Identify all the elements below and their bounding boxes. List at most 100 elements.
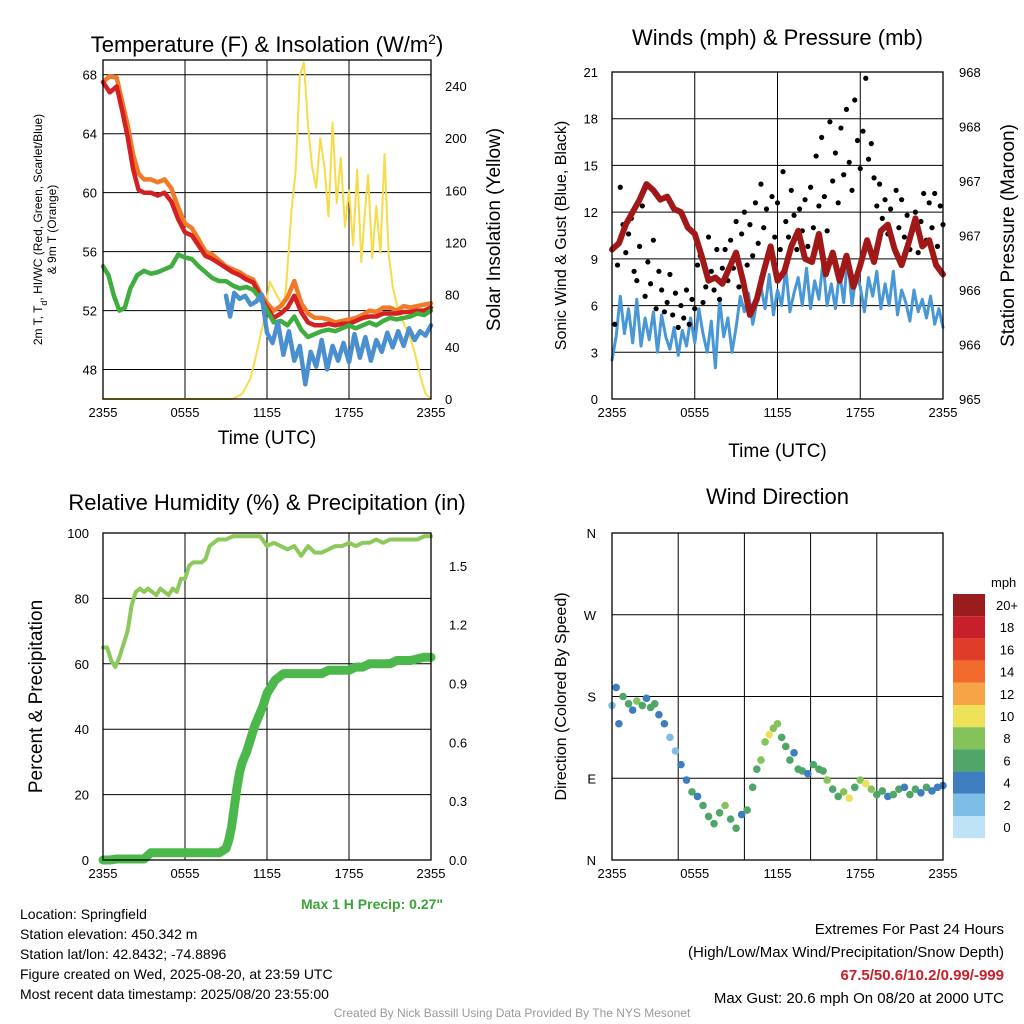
y-axis-label-line2: & 9m T (Orange)	[45, 185, 59, 275]
y-tick-label: 6	[591, 299, 598, 314]
gust-point	[623, 250, 629, 256]
x-tick-label: 1155	[253, 866, 281, 881]
legend-label: 0	[1003, 820, 1010, 835]
x-tick-label: 1155	[764, 405, 792, 420]
plot-border	[611, 532, 944, 861]
gust-point	[758, 181, 764, 187]
y-axis-label: Percent & Precipitation	[26, 600, 47, 793]
gust-point	[705, 234, 712, 240]
gust-point	[642, 293, 648, 299]
legend-swatch	[953, 816, 985, 839]
chart-title: Winds (mph) & Pressure (mb)	[632, 25, 923, 50]
gust-point	[678, 302, 684, 309]
x-tick-label: 2355	[89, 405, 118, 420]
legend-label: 8	[1003, 731, 1010, 746]
wind-direction-point	[761, 738, 769, 746]
gust-point	[774, 200, 781, 206]
gust-point	[863, 75, 869, 81]
x-tick-label: 1755	[335, 405, 364, 420]
y2-tick-label: 120	[445, 236, 467, 251]
wind-direction-point	[715, 808, 724, 817]
y2-axis-label: Station Pressure (Maroon)	[998, 124, 1019, 347]
gust-point	[625, 231, 632, 237]
gust-point	[733, 218, 739, 225]
gust-point	[932, 190, 938, 197]
gust-point	[871, 175, 877, 181]
plot-border	[611, 71, 944, 400]
gust-point	[703, 284, 709, 290]
recent-text: Most recent data timestamp: 2025/08/20 2…	[20, 986, 329, 1002]
gust-point	[645, 259, 651, 265]
gust-point	[664, 299, 670, 306]
gust-point	[780, 169, 786, 175]
y2-axis-label: Solar Insolation (Yellow)	[484, 128, 505, 331]
temperature-panel: 48 52 56 60 64 68 0 40 80 120 160 200 240 2355 0555 115…	[31, 31, 505, 449]
y-tick-label: 0	[591, 392, 598, 407]
wind-direction-point	[911, 785, 920, 793]
legend-swatch	[953, 771, 985, 794]
gust-point	[694, 262, 701, 268]
extremes-title: Extremes For Past 24 Hours	[814, 921, 1004, 938]
gust-point	[827, 119, 833, 125]
gust-point	[634, 278, 640, 284]
plot-border	[102, 532, 432, 861]
y2-tick-label: 965	[959, 392, 981, 407]
gust-point	[683, 287, 690, 293]
gust-point	[860, 128, 866, 134]
gust-point	[675, 324, 681, 330]
chart-title: Wind Direction	[706, 484, 849, 509]
wind-direction-point	[671, 747, 680, 755]
gust-point	[835, 200, 841, 206]
wind-direction-point	[743, 806, 751, 814]
gust-point	[843, 106, 850, 112]
gust-point	[689, 296, 695, 302]
y2-tick-label: 968	[959, 65, 981, 80]
gust-point	[653, 306, 659, 312]
gust-point	[722, 246, 728, 253]
wind-direction-point	[845, 794, 854, 803]
gust-point	[899, 197, 905, 203]
x-tick-label: 2355	[89, 866, 118, 881]
gust-point	[672, 290, 679, 296]
legend-swatch	[953, 727, 985, 750]
y-tick-label: 12	[584, 205, 598, 220]
y-axis-label-subscript: d	[39, 301, 49, 306]
y2-tick-label: 160	[445, 183, 467, 198]
gust-point	[921, 190, 927, 197]
y-tick-label: 3	[591, 345, 598, 360]
x-tick-label: 2355	[598, 405, 627, 420]
wind-direction-point	[861, 779, 870, 788]
gust-point	[830, 178, 836, 184]
y-tick-label: N	[587, 526, 596, 541]
gust-point	[824, 228, 830, 234]
y-tick-label: 0	[82, 853, 89, 868]
gust-point	[650, 237, 656, 243]
legend-label: 6	[1003, 753, 1010, 768]
gust-point	[667, 271, 673, 278]
temperature-series-line	[223, 290, 434, 387]
x-tick-label: 1155	[764, 866, 792, 881]
wind-direction-point	[693, 792, 702, 801]
station-info: Location: Springfield Station elevation:…	[20, 904, 333, 1004]
gust-point	[874, 203, 880, 209]
gust-point	[769, 193, 775, 200]
gust-point	[816, 203, 822, 209]
gust-point	[636, 243, 643, 249]
wind-direction-point	[710, 819, 718, 828]
y-axis-label-part: 2m T, T	[31, 305, 45, 345]
y-axis-label: Direction (Colored By Speed)	[553, 592, 570, 800]
gust-point	[865, 156, 872, 162]
gust-point	[857, 165, 863, 172]
legend-swatch	[953, 749, 985, 772]
wind-direction-point	[809, 760, 818, 769]
wind-direction-point	[624, 699, 633, 708]
gust-point	[739, 231, 745, 237]
wind-direction-point	[928, 787, 936, 795]
x-axis-label: Time (UTC)	[728, 441, 827, 462]
wind-direction-point	[781, 742, 790, 751]
wind-direction-point	[615, 719, 623, 728]
gust-point	[887, 206, 894, 212]
legend-label: 10	[1000, 709, 1014, 724]
gust-point	[783, 218, 789, 225]
wind-direction-point	[917, 788, 925, 797]
